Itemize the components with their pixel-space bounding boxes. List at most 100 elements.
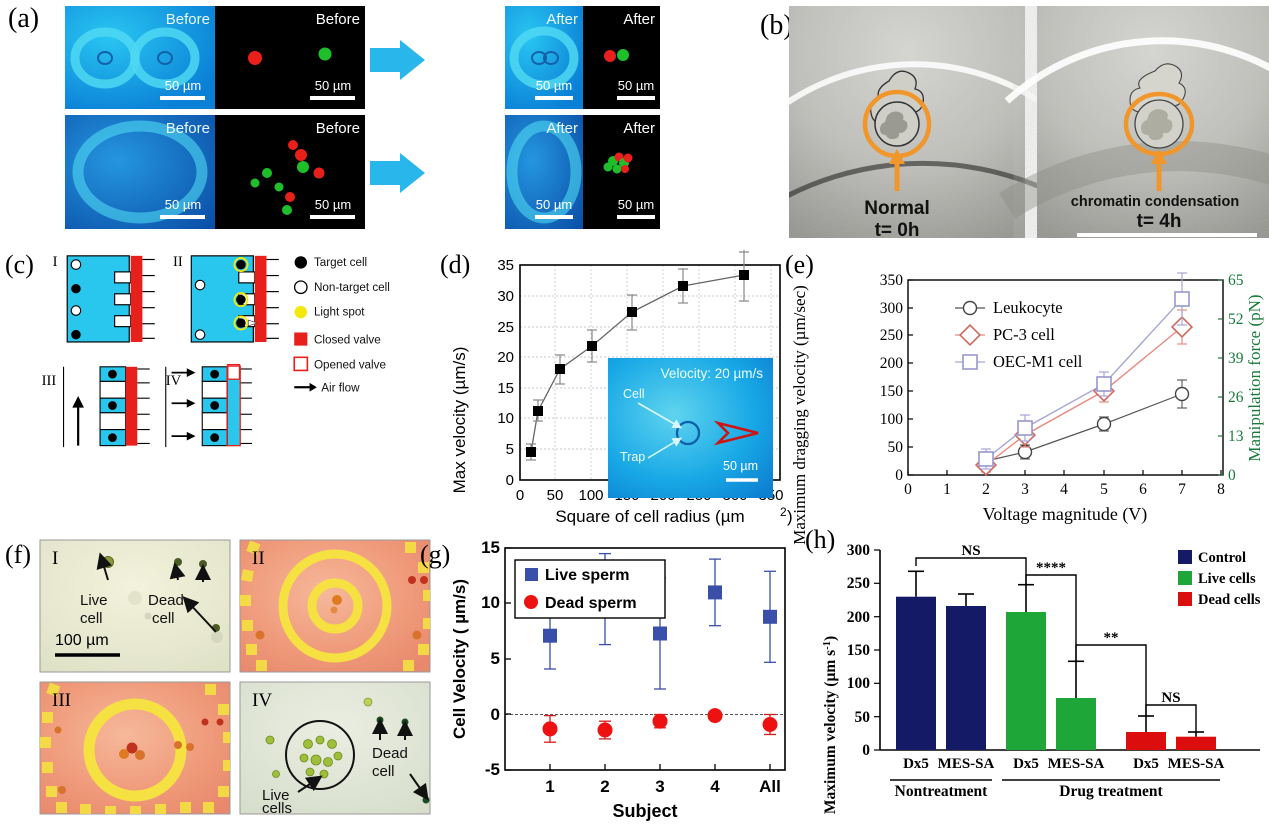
svg-text:Control: Control bbox=[1198, 550, 1246, 566]
svg-text:6: 6 bbox=[1139, 481, 1147, 498]
svg-text:Subject: Subject bbox=[612, 801, 677, 821]
svg-text:III: III bbox=[52, 690, 71, 711]
svg-text:cell: cell bbox=[372, 763, 395, 780]
svg-text:7: 7 bbox=[1178, 481, 1186, 498]
svg-text:****: **** bbox=[1036, 560, 1066, 576]
svg-text:III: III bbox=[42, 373, 57, 389]
svg-text:50 µm: 50 µm bbox=[536, 78, 572, 93]
svg-text:II: II bbox=[173, 254, 183, 270]
svg-text:50 µm: 50 µm bbox=[618, 78, 654, 93]
svg-text:Cell Velocity ( µm/s): Cell Velocity ( µm/s) bbox=[450, 579, 469, 739]
svg-text:t= 4h: t= 4h bbox=[1137, 211, 1182, 232]
svg-text:Dx5: Dx5 bbox=[903, 756, 929, 772]
svg-text:Air flow: Air flow bbox=[321, 382, 360, 395]
svg-text:NS: NS bbox=[961, 543, 980, 559]
svg-text:5: 5 bbox=[506, 441, 514, 458]
svg-text:Normal: Normal bbox=[864, 198, 929, 219]
svg-text:5: 5 bbox=[1100, 481, 1108, 498]
svg-text:After: After bbox=[623, 120, 655, 137]
svg-text:Velocity: 20 µm/s: Velocity: 20 µm/s bbox=[661, 366, 764, 381]
svg-text:Cell: Cell bbox=[623, 387, 645, 401]
svg-text:Live sperm: Live sperm bbox=[545, 567, 629, 584]
svg-text:350: 350 bbox=[880, 272, 904, 289]
svg-text:Square of cell radius (µm: Square of cell radius (µm bbox=[555, 507, 744, 526]
svg-text:Live cells: Live cells bbox=[1198, 571, 1256, 587]
svg-text:MES-SA: MES-SA bbox=[1168, 756, 1225, 772]
svg-text:5: 5 bbox=[491, 649, 500, 668]
svg-text:**: ** bbox=[1104, 630, 1119, 646]
svg-text:Max velocity (µm/s): Max velocity (µm/s) bbox=[450, 347, 469, 494]
svg-text:0: 0 bbox=[1228, 467, 1236, 484]
svg-text:2: 2 bbox=[600, 777, 609, 796]
svg-text:65: 65 bbox=[1228, 272, 1244, 289]
svg-text:50 µm: 50 µm bbox=[536, 197, 572, 212]
svg-text:IV: IV bbox=[166, 373, 182, 389]
svg-text:Dead: Dead bbox=[372, 745, 408, 762]
svg-text:10: 10 bbox=[481, 593, 500, 612]
svg-text:Opened valve: Opened valve bbox=[314, 358, 386, 371]
svg-text:0: 0 bbox=[904, 481, 912, 498]
svg-text:-5: -5 bbox=[485, 760, 500, 779]
svg-text:After: After bbox=[546, 120, 578, 137]
svg-text:0: 0 bbox=[506, 472, 514, 489]
svg-text:50 µm: 50 µm bbox=[618, 197, 654, 212]
svg-text:15: 15 bbox=[497, 380, 514, 397]
svg-text:13: 13 bbox=[1228, 428, 1244, 445]
svg-text:Manipulation force (pN): Manipulation force (pN) bbox=[1245, 294, 1264, 461]
svg-text:1: 1 bbox=[943, 481, 951, 498]
svg-text:Voltage magnitude (V): Voltage magnitude (V) bbox=[983, 504, 1148, 525]
svg-text:Target cell: Target cell bbox=[314, 256, 367, 269]
svg-text:3: 3 bbox=[655, 777, 664, 796]
svg-text:MES-SA: MES-SA bbox=[1048, 756, 1105, 772]
svg-text:OEC-M1 cell: OEC-M1 cell bbox=[993, 352, 1083, 371]
svg-text:Dead: Dead bbox=[148, 592, 184, 609]
svg-text:Light spot: Light spot bbox=[314, 306, 365, 319]
svg-text:4: 4 bbox=[710, 777, 720, 796]
svg-text:0: 0 bbox=[862, 742, 870, 759]
svg-text:8: 8 bbox=[1217, 481, 1225, 498]
svg-text:I: I bbox=[52, 548, 58, 569]
svg-text:30: 30 bbox=[497, 288, 514, 305]
svg-text:II: II bbox=[252, 548, 265, 569]
svg-text:25: 25 bbox=[497, 319, 514, 336]
svg-text:100: 100 bbox=[847, 675, 871, 692]
svg-text:300: 300 bbox=[880, 300, 904, 317]
svg-text:0: 0 bbox=[895, 467, 903, 484]
svg-text:Live: Live bbox=[80, 592, 108, 609]
svg-text:0: 0 bbox=[516, 487, 524, 504]
svg-text:IV: IV bbox=[252, 690, 272, 711]
svg-text:t= 0h: t= 0h bbox=[875, 220, 920, 238]
svg-text:Leukocyte: Leukocyte bbox=[993, 298, 1063, 317]
svg-text:cell: cell bbox=[80, 610, 103, 627]
svg-text:100 µm: 100 µm bbox=[55, 632, 109, 649]
svg-text:After: After bbox=[623, 11, 655, 28]
svg-text:cell: cell bbox=[152, 610, 175, 627]
svg-text:4: 4 bbox=[1060, 481, 1068, 498]
svg-text:300: 300 bbox=[847, 542, 871, 559]
svg-text:3: 3 bbox=[1021, 481, 1029, 498]
svg-text:After: After bbox=[546, 11, 578, 28]
svg-text:50: 50 bbox=[888, 439, 904, 456]
svg-text:chromatin condensation: chromatin condensation bbox=[1071, 194, 1239, 210]
svg-text:PC-3 cell: PC-3 cell bbox=[993, 325, 1055, 344]
svg-text:NS: NS bbox=[1161, 690, 1180, 706]
svg-text:Closed valve: Closed valve bbox=[314, 333, 381, 346]
svg-text:Maximum velocity (µm s-1): Maximum velocity (µm s-1) bbox=[822, 636, 839, 814]
svg-text:All: All bbox=[759, 777, 781, 796]
svg-text:Dx5: Dx5 bbox=[1013, 756, 1039, 772]
svg-text:52: 52 bbox=[1228, 311, 1244, 328]
svg-text:Nontreatment: Nontreatment bbox=[895, 783, 989, 800]
svg-text:50 µm: 50 µm bbox=[723, 459, 758, 473]
svg-text:20: 20 bbox=[497, 349, 514, 366]
svg-text:Trap: Trap bbox=[620, 450, 645, 464]
svg-text:cells: cells bbox=[262, 800, 292, 817]
svg-text:250: 250 bbox=[847, 575, 871, 592]
svg-text:Dead sperm: Dead sperm bbox=[545, 595, 637, 612]
svg-text:50: 50 bbox=[855, 709, 871, 726]
svg-text:Drug treatment: Drug treatment bbox=[1059, 783, 1163, 800]
svg-text:150: 150 bbox=[847, 642, 871, 659]
svg-text:MES-SA: MES-SA bbox=[938, 756, 995, 772]
svg-text:100: 100 bbox=[880, 411, 904, 428]
svg-text:200: 200 bbox=[880, 355, 904, 372]
svg-text:15: 15 bbox=[481, 538, 500, 557]
